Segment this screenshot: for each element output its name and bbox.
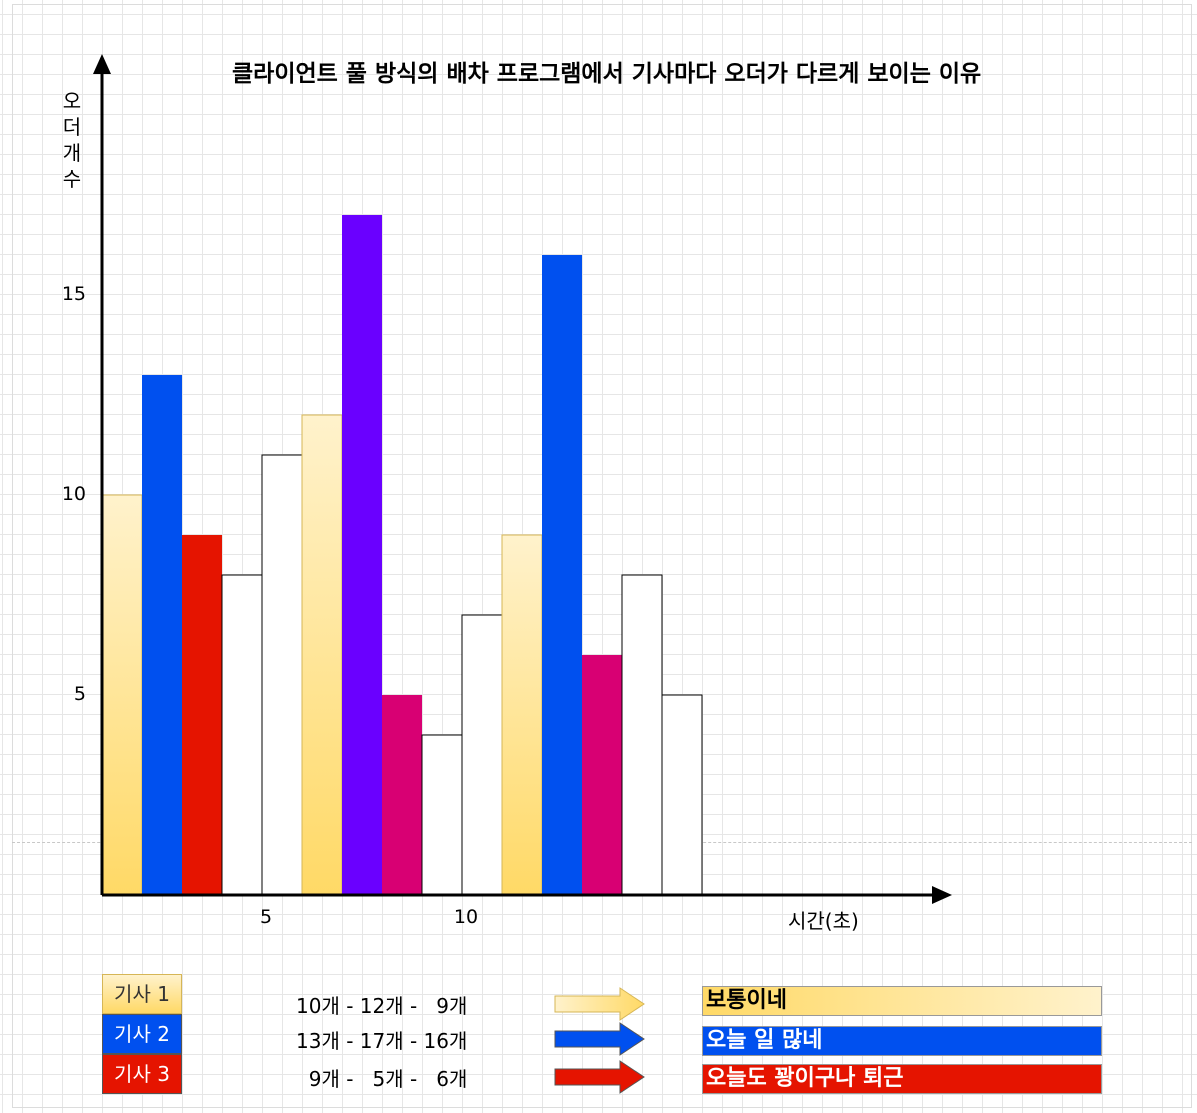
- bar-5: [261, 454, 303, 896]
- x-axis-label: 시간(초): [788, 909, 859, 933]
- bar-11: [501, 534, 543, 896]
- y-tick-5: 5: [73, 683, 86, 705]
- verdict-label-3: 오늘도 꽝이구나 퇴근: [702, 1064, 1102, 1094]
- x-tick-5: 5: [259, 906, 273, 928]
- order-counts-3: 9개 - 5개 - 6개: [296, 1067, 468, 1091]
- right-arrow-icon: [554, 1060, 645, 1094]
- bar-2: [142, 375, 182, 895]
- legend-entry-2: 기사 2: [102, 1014, 182, 1054]
- order-counts-2: 13개 - 17개 - 16개: [296, 1029, 468, 1053]
- bar-13: [582, 655, 622, 895]
- bar-3: [182, 535, 222, 895]
- y-tick-15: 15: [61, 283, 86, 305]
- bar-1: [101, 494, 143, 896]
- verdict-label-1: 보통이네: [702, 986, 1102, 1016]
- right-arrow-icon: [554, 1022, 645, 1056]
- x-tick-10: 10: [453, 906, 479, 928]
- bar-15: [661, 694, 703, 896]
- bar-12: [542, 255, 582, 895]
- y-tick-10: 10: [61, 483, 86, 505]
- bar-10: [461, 614, 503, 896]
- order-counts-1: 10개 - 12개 - 9개: [296, 994, 468, 1018]
- bar-4: [221, 574, 263, 896]
- bar-7: [342, 215, 382, 895]
- bar-6: [301, 414, 343, 896]
- bar-9: [421, 734, 463, 896]
- y-axis-arrowhead: [93, 54, 111, 74]
- canvas-frame: [12, 4, 1192, 1108]
- legend-entry-1: 기사 1: [102, 974, 182, 1014]
- chart-title: 클라이언트 풀 방식의 배차 프로그램에서 기사마다 오더가 다르게 보이는 이…: [232, 61, 982, 87]
- bar-14: [621, 574, 663, 896]
- y-axis-label: 오더개수: [62, 89, 82, 191]
- x-axis-arrowhead: [932, 886, 952, 904]
- verdict-label-2: 오늘 일 많네: [702, 1026, 1102, 1056]
- legend-entry-3: 기사 3: [102, 1054, 182, 1094]
- bar-8: [382, 695, 422, 895]
- right-arrow-icon: [554, 987, 645, 1021]
